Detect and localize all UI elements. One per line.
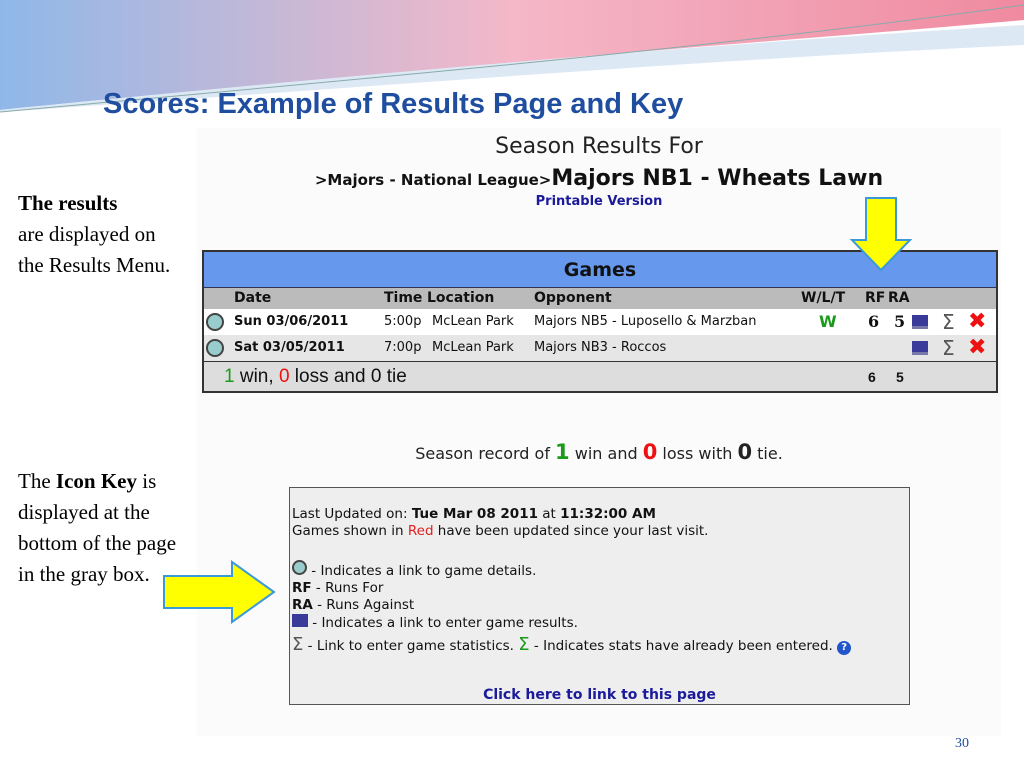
col-time: Time — [384, 290, 423, 306]
breadcrumb-current: Majors NB1 - Wheats Lawn — [551, 166, 884, 191]
key-stats: Σ - Link to enter game statistics. Σ - I… — [292, 636, 909, 655]
game-opponent: Majors NB5 - Luposello & Marzban — [534, 314, 757, 329]
page-number: 30 — [955, 736, 969, 751]
season-record: Season record of 1 win and 0 loss with 0… — [415, 440, 783, 464]
game-ra: 5 — [894, 312, 906, 331]
col-opponent: Opponent — [534, 290, 612, 306]
game-details-icon[interactable] — [206, 339, 224, 357]
col-location: Location — [427, 290, 495, 306]
key-rf: RF - Runs For — [292, 580, 384, 596]
summary-text: 1 win, 0 loss and 0 tie — [224, 366, 407, 387]
table-header: Date Time Location Opponent W/L/T RF RA — [204, 288, 996, 309]
page-heading: Season Results For — [495, 134, 703, 159]
col-wlt: W/L/T — [801, 290, 846, 306]
game-time: 7:00p — [384, 340, 422, 355]
delete-icon[interactable]: ✖ — [968, 335, 987, 360]
game-details-icon — [292, 560, 307, 575]
icon-key-box: Last Updated on: Tue Mar 08 2011 at 11:3… — [289, 487, 910, 705]
table-row: Sun 03/06/2011 5:00p McLean Park Majors … — [204, 309, 996, 335]
help-icon[interactable]: ? — [837, 641, 852, 655]
slide-title: Scores: Example of Results Page and Key — [103, 88, 684, 120]
breadcrumb-link[interactable]: >Majors - National League> — [314, 171, 552, 189]
sigma-stats-icon[interactable]: Σ — [942, 336, 955, 360]
red-note: Games shown in Red have been updated sin… — [292, 523, 709, 539]
game-location: McLean Park — [432, 340, 514, 355]
link-to-page[interactable]: Click here to link to this page — [483, 687, 716, 703]
enter-results-icon[interactable] — [912, 315, 928, 329]
game-time: 5:00p — [384, 314, 422, 329]
enter-results-icon[interactable] — [912, 341, 928, 355]
last-updated: Last Updated on: Tue Mar 08 2011 at 11:3… — [292, 506, 656, 522]
game-details-icon[interactable] — [206, 313, 224, 331]
game-date: Sun 03/06/2011 — [234, 314, 349, 329]
sigma-stats-icon[interactable]: Σ — [942, 310, 955, 334]
key-details: - Indicates a link to game details. — [292, 560, 909, 580]
season-summary-row: 1 win, 0 loss and 0 tie 6 5 — [204, 361, 996, 391]
sigma-stats-icon: Σ — [292, 634, 304, 655]
enter-results-icon — [292, 614, 308, 627]
printable-version-link[interactable]: Printable Version — [535, 194, 663, 209]
results-caption: The results are displayed on the Results … — [18, 191, 171, 277]
game-location: McLean Park — [432, 314, 514, 329]
col-ra: RA — [888, 290, 910, 306]
game-rf: 6 — [868, 312, 880, 331]
yellow-right-arrow — [163, 560, 276, 624]
col-date: Date — [234, 290, 272, 306]
key-ra: RA - Runs Against — [292, 597, 415, 613]
table-row: Sat 03/05/2011 7:00p McLean Park Majors … — [204, 335, 996, 361]
delete-icon[interactable]: ✖ — [968, 309, 987, 334]
game-date: Sat 03/05/2011 — [234, 340, 345, 355]
game-result: W — [819, 312, 837, 331]
header-wave-decoration — [0, 0, 1024, 113]
key-enter-results: - Indicates a link to enter game results… — [292, 614, 909, 632]
games-table: Games Date Time Location Opponent W/L/T … — [202, 250, 998, 393]
game-opponent: Majors NB3 - Roccos — [534, 340, 667, 355]
icon-key-caption: The Icon Key is displayed at the bottom … — [18, 469, 177, 586]
yellow-down-arrow — [850, 197, 912, 272]
games-title: Games — [204, 252, 996, 288]
col-rf: RF — [865, 290, 886, 306]
total-rf: 6 — [868, 369, 876, 385]
breadcrumb: >Majors - National League>Majors NB1 - W… — [197, 166, 1001, 191]
sigma-entered-icon: Σ — [518, 634, 530, 655]
total-ra: 5 — [896, 369, 904, 385]
